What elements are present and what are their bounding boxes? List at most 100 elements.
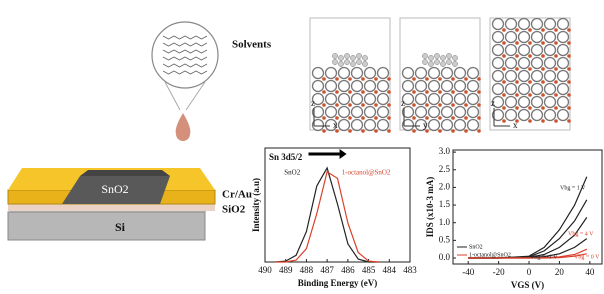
atom (541, 28, 545, 32)
atom (451, 90, 455, 94)
atom (455, 94, 466, 105)
atom (545, 71, 556, 82)
molecule-atom (344, 53, 349, 58)
atom (378, 94, 389, 105)
atom (361, 90, 365, 94)
atom (528, 41, 532, 45)
atom (506, 110, 517, 121)
molecule-atom (338, 61, 343, 66)
legend-label: SnO2 (469, 244, 483, 250)
atom (365, 94, 376, 105)
atom (403, 81, 414, 92)
atom (541, 54, 545, 58)
atom (532, 84, 543, 95)
atom (339, 94, 350, 105)
legend-label: 1-octanol@SnO2 (469, 252, 511, 258)
atom (378, 107, 389, 118)
atom (567, 41, 571, 45)
atom (567, 119, 571, 123)
y-tick-label: 2.0 (439, 181, 451, 191)
molecule-atom (428, 61, 433, 66)
atom (541, 67, 545, 71)
atom (541, 106, 545, 110)
atom (378, 120, 389, 131)
atom (464, 116, 468, 120)
atom (558, 45, 569, 56)
x-tick-label: 40 (585, 267, 595, 277)
x-tick-label: 486 (341, 265, 355, 275)
x-tick-label: -20 (493, 267, 505, 277)
atom (554, 80, 558, 84)
atom (519, 19, 530, 30)
atom (515, 93, 519, 97)
atom (412, 103, 416, 107)
atom (545, 84, 556, 95)
page: Solvents SnO2 Cr/Au SiO2 Si zxzyzx 49048… (0, 0, 604, 294)
atom (387, 103, 391, 107)
atom (515, 41, 519, 45)
atom (387, 116, 391, 120)
atom (464, 129, 468, 133)
atom (335, 77, 339, 81)
atom (541, 93, 545, 97)
atom (567, 80, 571, 84)
atom (558, 58, 569, 69)
atom (532, 45, 543, 56)
atom (541, 119, 545, 123)
atom (502, 80, 506, 84)
x-tick-label: -40 (462, 267, 474, 277)
atom (365, 107, 376, 118)
molecule-atom (434, 53, 439, 58)
molecule-atom (350, 61, 355, 66)
axis-letter: x (513, 120, 518, 130)
annotation: Vbg = 4 V (568, 231, 594, 237)
x-tick-label: 489 (279, 265, 293, 275)
data-line (275, 172, 379, 262)
atom (378, 81, 389, 92)
atom (412, 116, 416, 120)
atom (361, 103, 365, 107)
atom (326, 68, 337, 79)
atom (455, 107, 466, 118)
atom (352, 81, 363, 92)
atom (416, 107, 427, 118)
atom (361, 116, 365, 120)
atom (339, 81, 350, 92)
data-line (275, 168, 379, 262)
atom (429, 68, 440, 79)
atom (313, 68, 324, 79)
axis-letter: y (423, 120, 428, 130)
atom (412, 129, 416, 133)
atom (493, 32, 504, 43)
atom (493, 71, 504, 82)
atom (519, 97, 530, 108)
substrate (8, 212, 205, 240)
drop (176, 113, 191, 141)
atom (464, 103, 468, 107)
atom (519, 58, 530, 69)
atom (468, 68, 479, 79)
figure: Solvents SnO2 Cr/Au SiO2 Si zxzyzx 49048… (0, 0, 604, 294)
atom (335, 103, 339, 107)
atom (455, 120, 466, 131)
atom (541, 41, 545, 45)
y-tick-label: 2.5 (439, 164, 451, 174)
atom (554, 67, 558, 71)
atom (515, 106, 519, 110)
atom (438, 129, 442, 133)
atom (322, 77, 326, 81)
atom (515, 67, 519, 71)
molecule-atom (362, 61, 367, 66)
atom (442, 94, 453, 105)
atom (567, 106, 571, 110)
atom (322, 103, 326, 107)
atom (374, 116, 378, 120)
atom (442, 107, 453, 118)
atom (493, 45, 504, 56)
atom (558, 71, 569, 82)
molecule-atom (344, 59, 349, 64)
series-label: SnO2 (284, 169, 300, 177)
atom (348, 116, 352, 120)
atom (387, 90, 391, 94)
atom (425, 77, 429, 81)
